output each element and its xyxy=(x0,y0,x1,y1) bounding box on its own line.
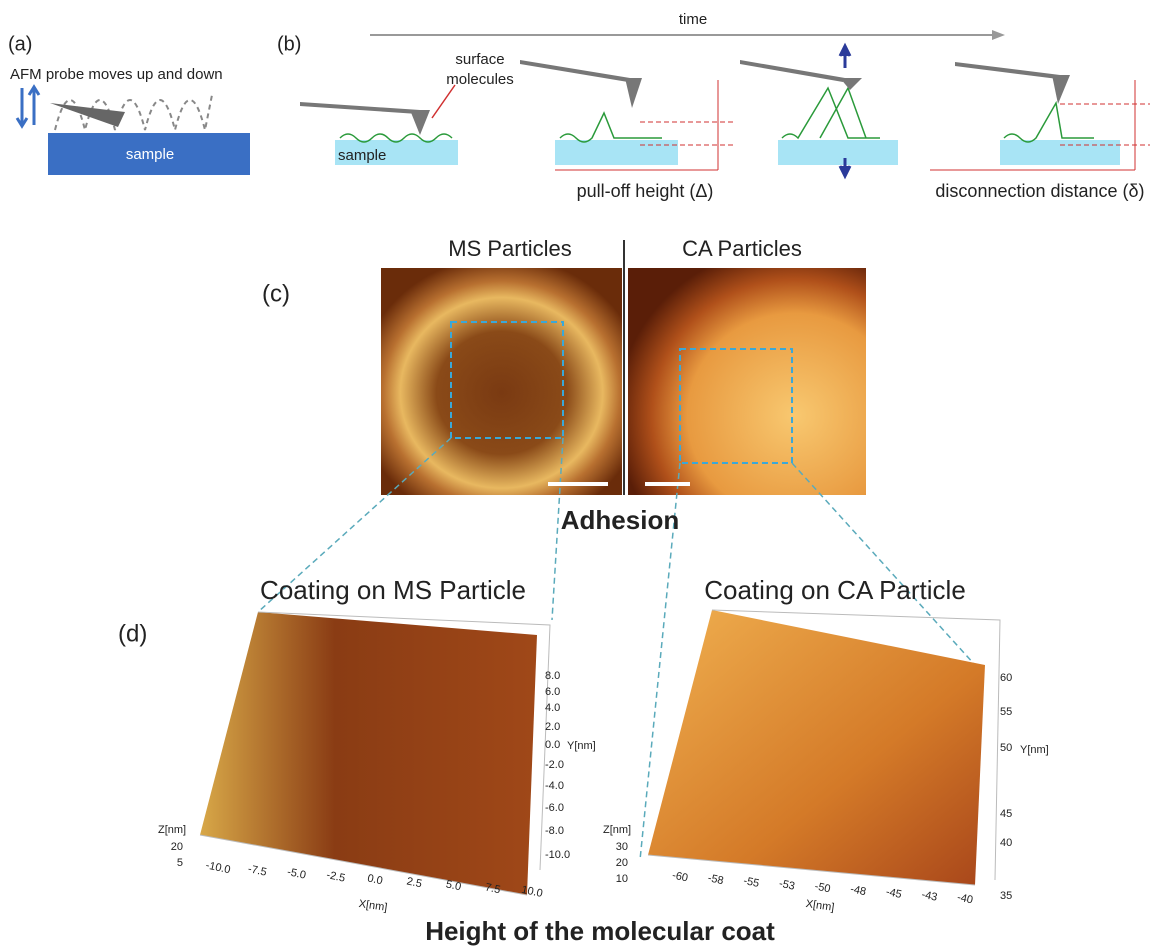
tick-label: 5.0 xyxy=(445,878,462,893)
tick-label: 6.0 xyxy=(545,686,560,698)
axis-title: Y[nm] xyxy=(1020,744,1049,756)
tick-label: 45 xyxy=(1000,808,1012,820)
tick-label: -5.0 xyxy=(286,866,307,882)
pointer xyxy=(432,85,455,118)
panel-label: (c) xyxy=(262,280,290,307)
tick-label: 7.5 xyxy=(484,881,501,896)
ca-height-surface xyxy=(648,610,985,885)
ms-height-surface xyxy=(200,612,537,895)
tick-label: -40 xyxy=(956,891,974,906)
tick-label: -8.0 xyxy=(545,825,564,837)
tick-label: -58 xyxy=(707,872,725,887)
tick-label: -43 xyxy=(920,889,938,904)
tick-label: -55 xyxy=(742,875,760,890)
tick-label: -2.0 xyxy=(545,759,564,771)
panel-label: (a) xyxy=(8,33,32,55)
plot-title: Coating on CA Particle xyxy=(704,575,966,605)
sample-label: sample xyxy=(338,147,386,164)
tick-label: -10.0 xyxy=(545,849,570,861)
tick-label: -50 xyxy=(813,880,831,895)
tick-label: 30 xyxy=(616,841,628,853)
tick-label: 5 xyxy=(177,857,183,869)
tick-label: -45 xyxy=(885,886,903,901)
tick-label: -60 xyxy=(671,869,689,884)
axis-title: X[nm] xyxy=(358,898,388,914)
tick-label: -7.5 xyxy=(247,863,268,879)
tick-label: 55 xyxy=(1000,706,1012,718)
tick-label: 8.0 xyxy=(545,670,560,682)
tick-label: 60 xyxy=(1000,672,1012,684)
shapes xyxy=(17,30,1150,895)
figure: (a) AFM probe moves up and down sample (b) t… xyxy=(0,0,1165,951)
tick-label: -53 xyxy=(778,878,796,893)
tick-label: 10.0 xyxy=(520,884,543,900)
ms-adhesion-map xyxy=(381,268,622,495)
tick-label: -10.0 xyxy=(205,859,232,876)
caption: AFM probe moves up and down xyxy=(10,66,223,83)
measure-label: pull-off height (Δ) xyxy=(577,181,714,201)
probes xyxy=(300,60,1070,135)
callout: surface xyxy=(455,51,504,68)
plot-title: Coating on MS Particle xyxy=(260,575,526,605)
tick-label: 10 xyxy=(616,873,628,885)
tick-label: 40 xyxy=(1000,837,1012,849)
caption: Adhesion xyxy=(561,505,679,535)
panel-label: (d) xyxy=(118,620,147,647)
ca-adhesion-map xyxy=(628,268,866,495)
tick-label: -2.5 xyxy=(325,869,346,885)
callout: molecules xyxy=(446,71,514,88)
molecules xyxy=(340,88,1094,142)
tick-label: -48 xyxy=(849,883,867,898)
samples xyxy=(335,140,1120,165)
caption: Height of the molecular coat xyxy=(425,916,775,946)
image-title: MS Particles xyxy=(448,236,571,261)
tick-label: 50 xyxy=(1000,742,1012,754)
panel-label: (b) xyxy=(277,33,301,55)
tick-label: 35 xyxy=(1000,890,1012,902)
tick-label: 2.0 xyxy=(545,721,560,733)
tick-label: 2.5 xyxy=(406,875,423,890)
tick-label: -6.0 xyxy=(545,802,564,814)
measure-label: disconnection distance (δ) xyxy=(935,181,1144,201)
tick-label: 4.0 xyxy=(545,702,560,714)
up-down-arrow xyxy=(17,87,39,126)
axis-title: X[nm] xyxy=(805,898,835,914)
axis-title: Z[nm] xyxy=(603,824,631,836)
tick-label: -4.0 xyxy=(545,780,564,792)
arrow-head xyxy=(992,30,1005,40)
tick-label: 0.0 xyxy=(545,739,560,751)
tick-label: 20 xyxy=(171,841,183,853)
tick-label: 20 xyxy=(616,857,628,869)
axis-title: Z[nm] xyxy=(158,824,186,836)
image-title: CA Particles xyxy=(682,236,802,261)
time-label: time xyxy=(679,11,707,28)
tick-label: 0.0 xyxy=(366,872,383,887)
sample-label: sample xyxy=(126,146,174,163)
axis-title: Y[nm] xyxy=(567,740,596,752)
